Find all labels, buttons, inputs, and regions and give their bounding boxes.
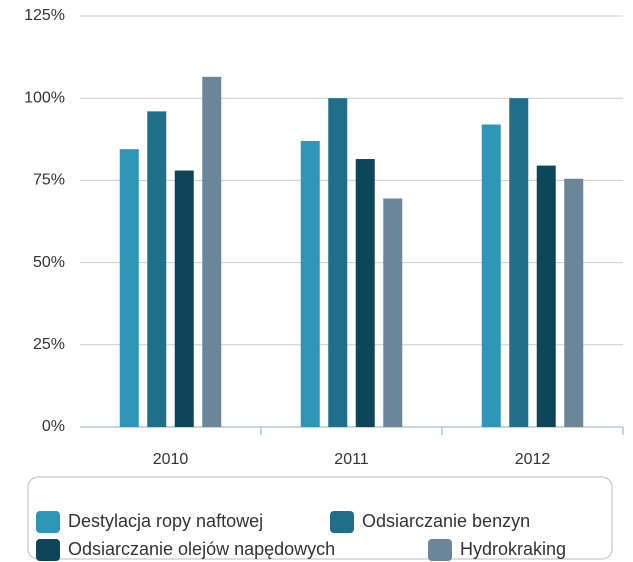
bar	[202, 76, 222, 427]
x-tick-label: 2010	[153, 451, 189, 468]
bar	[383, 198, 403, 427]
legend-swatch	[36, 539, 60, 561]
legend-swatch	[36, 511, 60, 533]
legend-swatch	[428, 539, 452, 561]
bar	[119, 149, 139, 427]
legend-label: Odsiarczanie benzyn	[362, 511, 530, 531]
bar	[174, 170, 194, 427]
x-tick-label: 2012	[515, 451, 551, 468]
bar	[536, 165, 556, 427]
bar	[147, 111, 167, 428]
y-tick-label: 25%	[33, 336, 65, 353]
bar	[509, 98, 529, 427]
y-tick-label: 0%	[42, 418, 65, 435]
y-tick-label: 50%	[33, 254, 65, 271]
x-tick-label: 2011	[334, 451, 369, 468]
legend-swatch	[330, 511, 354, 533]
bar	[300, 140, 320, 427]
legend-box	[27, 476, 613, 560]
bar	[481, 124, 501, 427]
y-tick-label: 75%	[33, 172, 65, 189]
legend-label: Destylacja ropy naftowej	[68, 511, 263, 531]
legend-label: Hydrokraking	[460, 539, 566, 559]
bar	[355, 159, 375, 427]
y-tick-label: 100%	[24, 89, 65, 106]
bar	[328, 98, 348, 427]
legend-label: Odsiarczanie olejów napędowych	[68, 539, 335, 559]
y-tick-label: 125%	[24, 7, 65, 24]
bar	[564, 178, 584, 427]
